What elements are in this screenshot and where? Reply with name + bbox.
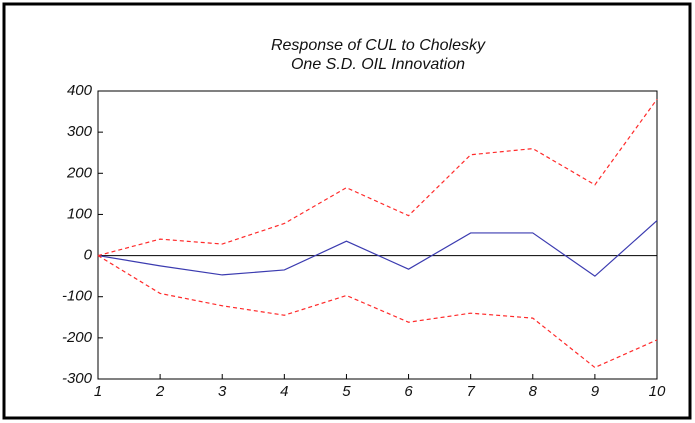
series-line xyxy=(97,98,658,257)
y-tick-label: 400 xyxy=(67,82,93,99)
x-tick-label: 5 xyxy=(342,383,351,400)
y-tick-label: 100 xyxy=(67,205,93,222)
chart-title: Response of CUL to Cholesky xyxy=(271,37,486,54)
y-tick-label: -200 xyxy=(62,329,93,346)
x-tick-label: 10 xyxy=(649,383,666,400)
plot-area xyxy=(97,90,658,380)
series-line xyxy=(97,255,658,369)
x-tick-label: 9 xyxy=(591,383,600,400)
y-tick-label: 200 xyxy=(66,164,93,181)
y-tick-label: -300 xyxy=(62,370,93,387)
x-tick-label: 7 xyxy=(466,383,475,400)
chart-subtitle: One S.D. OIL Innovation xyxy=(291,56,465,73)
x-tick-label: 8 xyxy=(529,383,538,400)
x-tick-label: 6 xyxy=(404,383,413,400)
x-tick-label: 3 xyxy=(218,383,227,400)
x-tick-label: 4 xyxy=(280,383,288,400)
x-tick-label: 2 xyxy=(155,383,165,400)
y-tick-label: -100 xyxy=(62,288,93,305)
y-tick-label: 300 xyxy=(67,123,93,140)
x-tick-label: 1 xyxy=(94,383,102,400)
series-line xyxy=(97,220,658,277)
y-tick-label: 0 xyxy=(84,247,93,264)
